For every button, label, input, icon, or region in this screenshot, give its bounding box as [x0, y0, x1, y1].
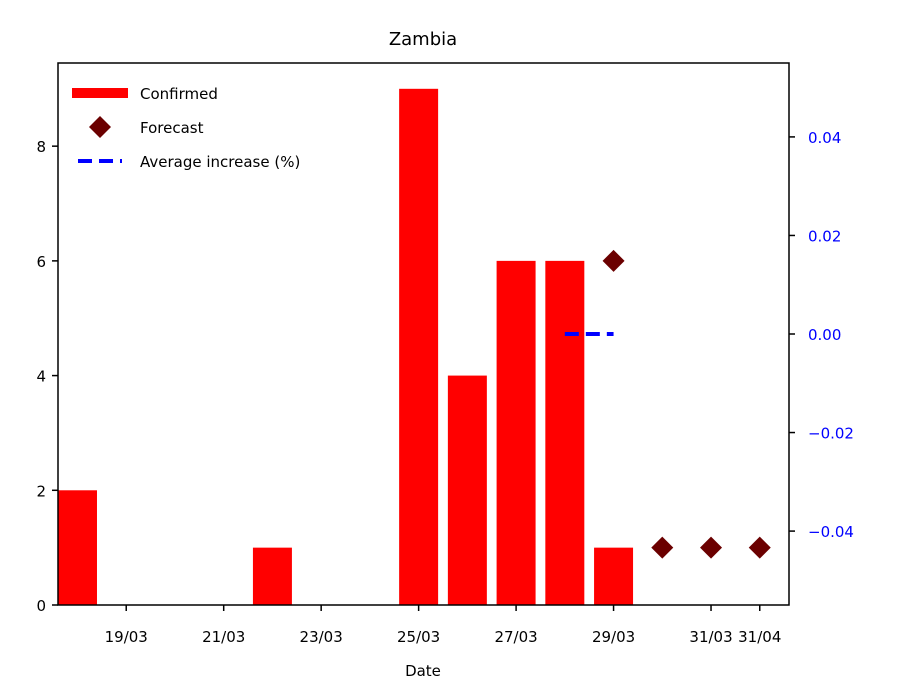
y2-tick-label-3: 0.02 [808, 227, 841, 245]
x-tick-label-2: 23/03 [300, 628, 343, 646]
legend-swatch-forecast [89, 116, 111, 138]
x-axis: 19/03 21/03 23/03 25/03 27/03 29/03 31/03 31/04 [105, 605, 781, 646]
bar-confirmed-1 [252, 547, 292, 605]
y-tick-label-4: 8 [36, 138, 46, 156]
bars-layer [58, 88, 634, 605]
y-tick-label-0: 0 [36, 597, 46, 615]
forecast-point-2 [700, 536, 723, 559]
legend-swatch-confirmed [72, 88, 128, 98]
bar-confirmed-0 [58, 490, 97, 605]
right-y-axis: −0.04 −0.02 0.00 0.02 0.04 [789, 129, 854, 541]
bar-confirmed-2 [399, 88, 439, 605]
legend-label-2: Average increase (%) [140, 153, 300, 171]
x-tick-label-7: 31/04 [738, 628, 781, 646]
legend-label-0: Confirmed [140, 85, 218, 103]
forecast-markers-layer [602, 249, 771, 559]
left-y-axis: 0 2 4 6 8 [36, 138, 58, 615]
y2-tick-label-4: 0.04 [808, 129, 841, 147]
bar-confirmed-3 [447, 375, 487, 605]
y2-tick-label-2: 0.00 [808, 326, 841, 344]
forecast-point-0 [602, 249, 625, 272]
x-tick-label-3: 25/03 [397, 628, 440, 646]
bar-confirmed-5 [545, 260, 585, 605]
forecast-point-3 [748, 536, 771, 559]
x-tick-label-6: 31/03 [689, 628, 732, 646]
chart-title: Zambia [389, 29, 457, 50]
legend-label-1: Forecast [140, 119, 204, 137]
legend: Confirmed Forecast Average increase (%) [72, 85, 300, 171]
forecast-point-1 [651, 536, 674, 559]
bar-confirmed-6 [594, 547, 634, 605]
bar-confirmed-4 [496, 260, 536, 605]
x-axis-label: Date [405, 662, 441, 680]
x-tick-label-5: 29/03 [592, 628, 635, 646]
y2-tick-label-0: −0.04 [808, 523, 854, 541]
y2-tick-label-1: −0.02 [808, 425, 854, 443]
y-tick-label-2: 4 [36, 368, 46, 386]
x-tick-label-0: 19/03 [105, 628, 148, 646]
x-tick-label-4: 27/03 [494, 628, 537, 646]
x-tick-label-1: 21/03 [202, 628, 245, 646]
y-tick-label-3: 6 [36, 253, 46, 271]
y-tick-label-1: 2 [36, 482, 46, 500]
